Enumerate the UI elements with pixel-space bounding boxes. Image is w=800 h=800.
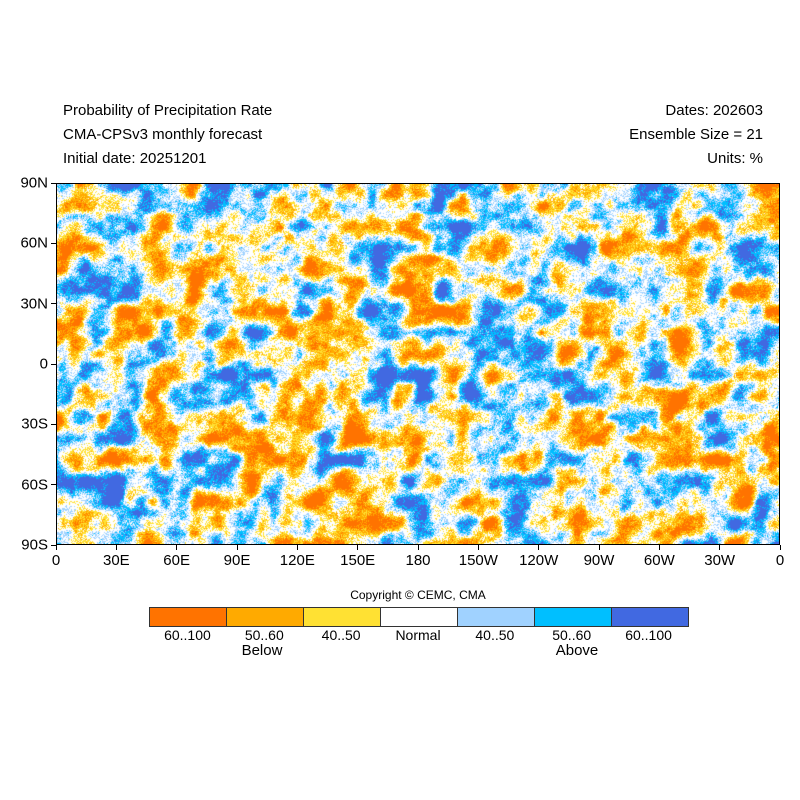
colorbar-bin-label: 50..60 bbox=[552, 627, 592, 643]
y-tick-label: 30S bbox=[21, 415, 48, 433]
y-tick bbox=[51, 423, 56, 425]
probability-field bbox=[57, 184, 779, 544]
probability-map bbox=[56, 183, 780, 545]
below-label: Below bbox=[241, 642, 283, 659]
above-label: Above bbox=[555, 642, 599, 659]
plot-title: Probability of Precipitation Rate bbox=[63, 102, 273, 119]
colorbar-bin bbox=[150, 608, 227, 626]
x-tick-label: 90E bbox=[223, 552, 251, 569]
x-tick bbox=[598, 545, 600, 550]
y-tick bbox=[51, 544, 56, 546]
x-tick-label: 60E bbox=[163, 552, 191, 569]
x-tick bbox=[357, 545, 359, 550]
y-tick bbox=[51, 363, 56, 365]
colorbar-bin bbox=[612, 608, 688, 626]
x-tick-label: 120W bbox=[519, 552, 559, 569]
x-tick bbox=[236, 545, 238, 550]
y-tick-label: 0 bbox=[39, 355, 48, 373]
copyright: Copyright © CEMC, CMA bbox=[350, 588, 486, 602]
x-tick bbox=[55, 545, 57, 550]
y-tick bbox=[51, 182, 56, 184]
units-label: Units: % bbox=[707, 150, 763, 167]
colorbar-bin bbox=[535, 608, 612, 626]
colorbar-bin bbox=[227, 608, 304, 626]
colorbar-bin-label: 40..50 bbox=[321, 627, 361, 643]
x-tick bbox=[658, 545, 660, 550]
colorbar-bin-label: 60..100 bbox=[164, 627, 211, 643]
colorbar-bin-label: Normal bbox=[395, 627, 441, 643]
colorbar-bin bbox=[381, 608, 458, 626]
colorbar-bin bbox=[304, 608, 381, 626]
initial-date: Initial date: 20251201 bbox=[63, 150, 207, 167]
x-tick bbox=[115, 545, 117, 550]
x-tick bbox=[719, 545, 721, 550]
x-tick bbox=[417, 545, 419, 550]
x-tick-label: 30W bbox=[704, 552, 736, 569]
ensemble-size: Ensemble Size = 21 bbox=[629, 126, 763, 143]
y-tick-label: 90S bbox=[21, 536, 48, 554]
x-tick-label: 150E bbox=[340, 552, 376, 569]
x-tick-label: 90W bbox=[583, 552, 615, 569]
x-tick-label: 60W bbox=[643, 552, 675, 569]
y-tick-label: 30N bbox=[20, 295, 48, 313]
x-tick-label: 120E bbox=[279, 552, 315, 569]
y-tick bbox=[51, 242, 56, 244]
x-tick-label: 180 bbox=[405, 552, 431, 569]
x-tick-label: 30E bbox=[102, 552, 130, 569]
colorbar-bin-label: 40..50 bbox=[475, 627, 515, 643]
y-tick bbox=[51, 303, 56, 305]
x-tick bbox=[477, 545, 479, 550]
x-tick-label: 0 bbox=[51, 552, 61, 569]
x-tick bbox=[538, 545, 540, 550]
y-tick bbox=[51, 484, 56, 486]
x-tick bbox=[296, 545, 298, 550]
x-tick-label: 0 bbox=[775, 552, 785, 569]
colorbar-bin-label: 60..100 bbox=[625, 627, 672, 643]
y-tick-label: 90N bbox=[20, 174, 48, 192]
colorbar-bin-label: 50..60 bbox=[244, 627, 284, 643]
model-label: CMA-CPSv3 monthly forecast bbox=[63, 126, 263, 143]
x-tick-label: 150W bbox=[458, 552, 498, 569]
colorbar bbox=[149, 607, 689, 627]
colorbar-bin bbox=[458, 608, 535, 626]
forecast-dates: Dates: 202603 bbox=[665, 102, 763, 119]
x-tick bbox=[176, 545, 178, 550]
y-tick-label: 60N bbox=[20, 234, 48, 252]
y-tick-label: 60S bbox=[21, 476, 48, 494]
x-tick bbox=[779, 545, 781, 550]
